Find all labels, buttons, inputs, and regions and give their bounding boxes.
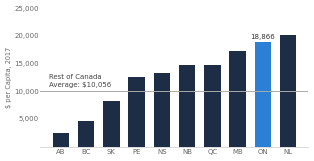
Bar bbox=[154, 73, 170, 147]
Bar bbox=[103, 101, 120, 147]
Y-axis label: $ per Capita, 2017: $ per Capita, 2017 bbox=[6, 47, 12, 108]
Bar bbox=[255, 42, 271, 147]
Bar bbox=[280, 35, 296, 147]
Text: 18,866: 18,866 bbox=[251, 34, 275, 40]
Bar bbox=[229, 51, 246, 147]
Bar bbox=[78, 121, 94, 147]
Bar bbox=[128, 77, 145, 147]
Bar bbox=[179, 65, 195, 147]
Bar bbox=[53, 133, 69, 147]
Bar bbox=[204, 65, 220, 147]
Text: Rest of Canada
Average: $10,056: Rest of Canada Average: $10,056 bbox=[48, 74, 111, 88]
